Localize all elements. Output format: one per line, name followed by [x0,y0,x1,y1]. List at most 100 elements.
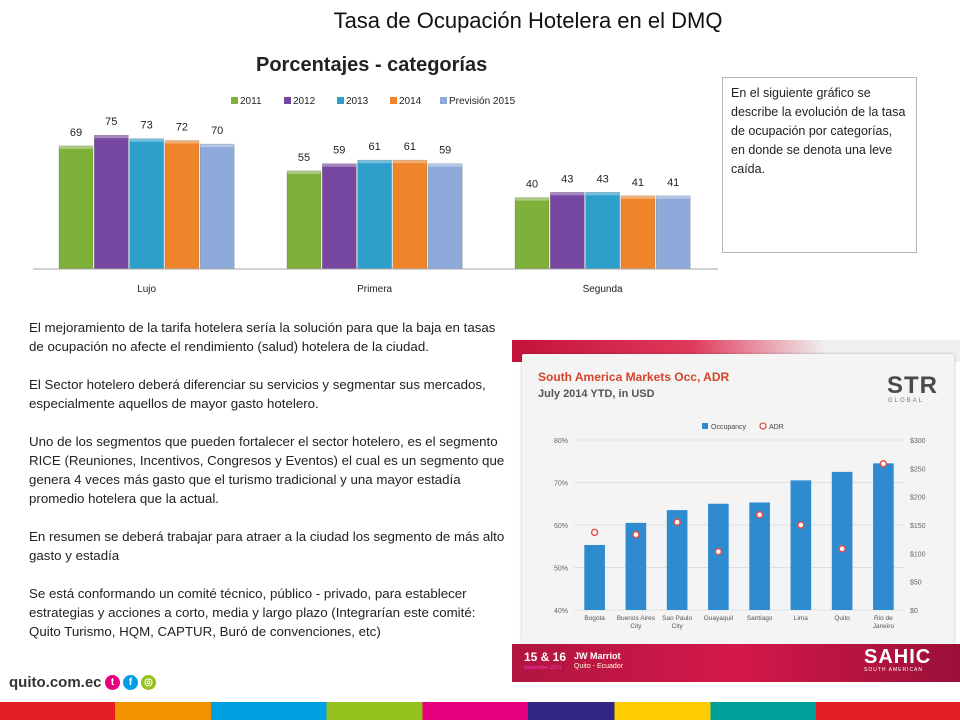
adr-point [632,530,640,539]
str-logo-sub: GLOBAL [888,398,925,404]
x-tick-label: Rio de Janeiro [873,615,895,630]
bar-data-label: 70 [211,125,223,137]
bar [620,195,656,270]
str-logo: STR [887,372,938,399]
bar-highlight [392,160,427,164]
bar [164,140,200,270]
occupancy-bar [584,544,605,610]
bar-previsión-2015-lujo: 70 [199,125,235,270]
str-chart-grid: 40% 50% 60% 70% 80% $0 $50 $100 $150 $200 $250 $300 [554,438,926,615]
legend-label: Occupancy [711,424,747,431]
y-left-tick-label: 40% [554,608,568,615]
str-chart-adr-points [590,460,888,556]
legend-item: 2012 [284,96,316,107]
bar-data-label: 55 [298,152,310,164]
bar-highlight [550,192,585,196]
bar [549,191,585,270]
y-left-tick-label: 50% [554,566,568,573]
quito-logo[interactable]: quito.com.ec [9,674,102,691]
paragraph: El mejoramiento de la tarifa hotelera se… [29,320,496,354]
twitter-icon[interactable]: t [105,675,120,690]
event-venue: JW Marriot [574,651,621,661]
adr-point [838,545,846,553]
adr-point [879,460,888,468]
bar-highlight [200,144,235,148]
bar [427,163,463,270]
bar [357,159,392,270]
y-right-tick-label: $150 [910,523,926,530]
bar-2012-lujo: 75 [94,116,129,270]
facebook-icon[interactable]: f [123,675,138,690]
legend-label: 2013 [346,96,369,107]
bar-2014-lujo: 72 [164,122,200,270]
adr-point [590,528,599,537]
bar-highlight [357,160,392,164]
legend-item: Occupancy [702,423,747,431]
bar-highlight [585,192,620,196]
legend-swatch [337,97,344,104]
legend-label: ADR [769,424,784,431]
x-axis-labels: Lujo Primera Segunda [137,284,623,295]
legend-item: 2011 [231,96,262,107]
adr-point [755,511,764,519]
occupancy-bar [831,471,853,610]
bar [199,143,235,270]
y-left-tick-label: 70% [554,481,568,488]
legend-swatch [759,422,767,430]
bar-2011-primera: 55 [286,152,322,270]
str-chart-bars [584,463,894,610]
bar-data-label: 41 [667,177,679,189]
color-stripe [0,702,960,720]
bar-data-label: 43 [596,173,608,185]
bar-previsión-2015-primera: 59 [427,145,463,270]
x-tick-label: Lima [794,615,808,622]
bar-2011-segunda: 40 [514,179,550,270]
str-chart-title: South America Markets Occ, ADR [538,370,730,384]
instagram-icon[interactable]: ◎ [141,675,156,690]
occupancy-bar [790,480,812,610]
x-tick-label: Santiago [747,615,773,622]
bar [94,134,129,270]
event-date: 15 & 16 [524,650,567,664]
bar-data-label: 73 [140,120,152,132]
bar [655,195,691,270]
bar [514,197,550,270]
chart-legend: 2011 2012 2013 2014 Previsión 2015 [231,96,516,107]
bar-highlight [59,145,93,149]
bar-data-label: 59 [333,145,345,157]
bar-2013-segunda: 43 [585,173,620,270]
event-venue-sub: Quito - Ecuador [574,663,624,670]
x-tick-label: Guayaquil [704,615,734,622]
bar-highlight [164,140,199,144]
legend-label: 2012 [293,96,316,107]
body-text: El mejoramiento de la tarifa hotelera se… [29,318,509,660]
bar-2013-lujo: 73 [129,120,164,270]
paragraph: En resumen se deberá trabajar para atrae… [29,529,505,563]
bar-data-label: 59 [439,145,451,157]
str-chart-legend: Occupancy ADR [702,422,784,431]
legend-item: 2014 [390,96,422,107]
adr-point [797,521,805,529]
bar-highlight [129,138,164,142]
bar [286,170,322,270]
paragraph: Uno de los segmentos que pueden fortalec… [29,434,505,506]
y-right-tick-label: $100 [910,551,926,558]
photo-banner-bottom [512,644,960,682]
legend-swatch [284,97,291,104]
adr-point [673,518,681,526]
bar-data-label: 69 [70,127,82,139]
bar [321,163,357,270]
str-chart-x-labels: Bogota Buenos Aires City Sao Paulo City Guaya… [584,615,894,630]
occupancy-bar [666,510,688,610]
bar-2012-primera: 59 [321,145,357,270]
bar-highlight [656,195,691,199]
x-tick-label: Quito [834,615,850,622]
x-tick-label: Lujo [137,284,156,295]
occupancy-bar [708,503,729,610]
adr-point [714,547,723,556]
event-date-sub: September 2014 [524,665,561,671]
bar-highlight [515,197,549,201]
bar-data-label: 61 [404,141,416,153]
bar [129,138,164,270]
paragraph: Se está conformando un comité técnico, p… [29,586,476,639]
